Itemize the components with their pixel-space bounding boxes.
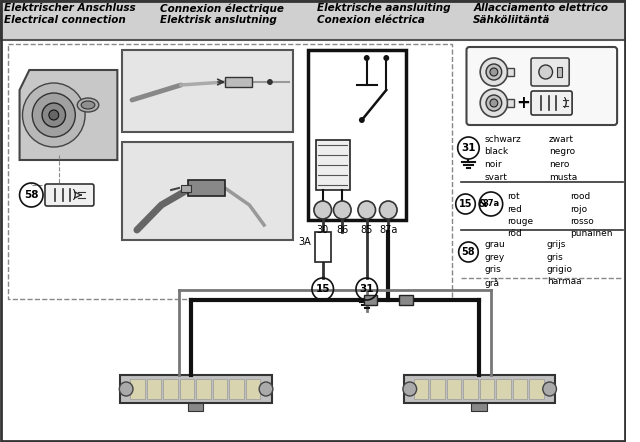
Circle shape (490, 68, 498, 76)
Bar (180, 379, 194, 399)
Circle shape (543, 382, 556, 396)
Bar (413, 379, 428, 399)
Bar (147, 379, 161, 399)
Bar (246, 379, 260, 399)
Circle shape (490, 99, 498, 107)
FancyBboxPatch shape (531, 91, 572, 115)
FancyBboxPatch shape (531, 58, 569, 86)
Text: 31: 31 (461, 143, 476, 153)
Circle shape (380, 201, 397, 219)
Text: 86: 86 (336, 225, 348, 235)
Circle shape (333, 201, 351, 219)
Circle shape (119, 382, 133, 396)
Text: +: + (516, 94, 530, 112)
Text: 3A: 3A (298, 237, 311, 247)
Bar (496, 379, 511, 399)
Bar (188, 180, 225, 196)
Bar (212, 379, 227, 399)
Bar (0, 0, 626, 40)
Bar (308, 50, 406, 220)
Circle shape (32, 93, 76, 137)
Circle shape (22, 83, 85, 147)
Bar (229, 379, 244, 399)
Circle shape (49, 110, 59, 120)
Bar (122, 142, 293, 240)
Circle shape (486, 64, 502, 80)
Text: 87a: 87a (483, 199, 499, 209)
Text: 58: 58 (24, 190, 38, 200)
Circle shape (539, 65, 552, 79)
Circle shape (267, 79, 273, 85)
Circle shape (403, 382, 417, 396)
Bar (557, 67, 563, 77)
Bar (188, 403, 204, 411)
Text: 85: 85 (360, 225, 373, 235)
Text: 58: 58 (461, 247, 476, 257)
FancyBboxPatch shape (467, 47, 617, 125)
Circle shape (359, 117, 365, 123)
Bar (507, 68, 515, 76)
Polygon shape (20, 70, 117, 160)
Text: &: & (477, 199, 487, 209)
Text: grau
grey
gris
grå: grau grey gris grå (484, 240, 505, 288)
Bar (0, 0, 626, 40)
Circle shape (383, 55, 389, 61)
Circle shape (42, 103, 65, 127)
Bar (463, 379, 477, 399)
Circle shape (358, 201, 376, 219)
Bar (364, 295, 378, 305)
Circle shape (364, 55, 370, 61)
Text: grijs
gris
grigio
harmaa: grijs gris grigio harmaa (547, 240, 581, 286)
Bar (529, 379, 544, 399)
Circle shape (314, 201, 332, 219)
Bar (120, 375, 272, 403)
Bar (480, 379, 494, 399)
Bar (399, 295, 413, 305)
Text: Elektrische aansluiting
Conexion eléctrica: Elektrische aansluiting Conexion eléctri… (317, 3, 451, 25)
Text: 87a: 87a (379, 225, 397, 235)
Text: schwarz
black
noir
svart: schwarz black noir svart (484, 135, 521, 182)
Bar (196, 379, 211, 399)
Bar (225, 77, 252, 87)
Bar (513, 379, 527, 399)
Bar (404, 375, 556, 403)
Circle shape (480, 89, 508, 117)
Text: 31: 31 (360, 284, 374, 294)
Text: ): ) (563, 96, 568, 110)
Bar (447, 379, 461, 399)
Text: 15: 15 (459, 199, 472, 209)
Text: 15: 15 (316, 284, 330, 294)
Text: rood
rojo
rosso
punainen: rood rojo rosso punainen (570, 192, 612, 239)
Bar (122, 50, 293, 132)
Ellipse shape (81, 101, 95, 109)
Text: ): ) (72, 188, 77, 202)
Bar (181, 185, 191, 192)
Text: 30: 30 (317, 225, 329, 235)
Circle shape (486, 95, 502, 111)
Bar (507, 99, 515, 107)
Bar (430, 379, 445, 399)
Text: Elektrischer Anschluss
Electrical connection: Elektrischer Anschluss Electrical connec… (4, 3, 136, 25)
Circle shape (480, 58, 508, 86)
Bar (315, 232, 330, 262)
FancyBboxPatch shape (45, 184, 94, 206)
Bar (163, 379, 178, 399)
Text: zwart
negro
nero
musta: zwart negro nero musta (548, 135, 577, 182)
Bar (8, 44, 452, 299)
Bar (472, 403, 487, 411)
Bar (316, 140, 350, 190)
Text: Connexion électrique
Elektrisk anslutning: Connexion électrique Elektrisk anslutnin… (161, 3, 284, 25)
Text: rot
red
rouge
röd: rot red rouge röd (508, 192, 534, 239)
Bar (130, 379, 145, 399)
Ellipse shape (77, 98, 99, 112)
Circle shape (259, 382, 273, 396)
Text: Allacciamento elettrico
Sähköliitäntä: Allacciamento elettrico Sähköliitäntä (474, 3, 609, 25)
